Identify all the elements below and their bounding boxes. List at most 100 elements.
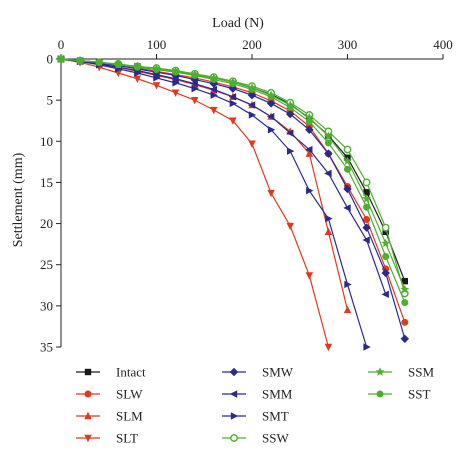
y-tick-label: 20 (40, 216, 53, 231)
data-point-smm (305, 145, 313, 154)
data-point-ssm (323, 131, 333, 141)
data-point-ssm (381, 238, 391, 248)
series-smt (57, 55, 371, 351)
data-point-smt (229, 99, 238, 108)
x-tick-label: 400 (433, 37, 453, 52)
series-line-smw (60, 58, 406, 339)
data-point-ssw (343, 145, 352, 154)
data-point-smw (362, 223, 371, 232)
y-tick-label: 25 (40, 257, 53, 272)
data-point-smw (343, 184, 352, 194)
data-point-slt (267, 189, 275, 198)
data-point-slt (324, 343, 333, 352)
legend-item-slm: SLM (76, 409, 143, 424)
data-point-smw (400, 334, 409, 343)
legend-swatch-marker (229, 367, 239, 377)
data-point-sst (382, 252, 390, 260)
data-point-sst (57, 55, 65, 63)
legend-swatch-marker (84, 368, 92, 376)
series-sst (57, 55, 409, 307)
data-point-slt (286, 222, 294, 231)
legend: Intact SLW SLM SLT SMW SMM SMT SSW SSM SST (76, 365, 434, 446)
data-point-smt (248, 111, 257, 119)
data-point-slt (152, 82, 161, 90)
legend-item-smt: SMT (222, 409, 289, 424)
data-point-sst (172, 68, 180, 76)
axes: 0 100 200 300 400 0 5 10 15 20 25 30 35 (40, 37, 453, 355)
data-point-smm (381, 290, 389, 299)
legend-label: SSM (408, 365, 434, 380)
legend-label: SLT (116, 431, 138, 446)
legend-label: SSW (262, 431, 289, 446)
data-point-sst (324, 139, 332, 147)
data-point-smt (363, 343, 371, 351)
legend-swatch-marker (230, 434, 238, 442)
y-tick-label: 30 (40, 298, 53, 313)
data-point-smm (228, 93, 237, 101)
data-point-sst (210, 76, 218, 84)
data-point-smt (153, 74, 161, 82)
data-point-slt (305, 272, 313, 280)
data-point-sst (305, 118, 313, 126)
data-point-slm (343, 305, 352, 314)
x-tick-label: 0 (58, 37, 65, 52)
data-point-intact (363, 189, 370, 196)
data-point-smt (306, 186, 314, 195)
legend-item-smw: SMW (222, 365, 294, 380)
legend-label: SMM (262, 387, 293, 402)
y-tick-label: 0 (47, 52, 54, 67)
data-point-smt (325, 214, 333, 223)
data-point-smw (247, 91, 257, 100)
data-point-sst (363, 203, 371, 211)
data-point-smt (287, 147, 295, 155)
data-point-sst (344, 165, 351, 173)
data-point-smt (172, 79, 180, 87)
y-tick-label: 15 (40, 175, 53, 190)
data-point-ssw (362, 178, 371, 187)
data-point-smm (190, 79, 198, 88)
legend-swatch-marker (229, 390, 238, 398)
legend-swatch-marker (84, 411, 92, 420)
data-point-smm (324, 169, 332, 178)
data-point-smm (362, 236, 370, 244)
data-point-slw (401, 318, 409, 326)
legend-swatch-marker (84, 434, 92, 443)
data-point-sst (114, 61, 122, 69)
legend-swatch-marker (376, 390, 384, 398)
legend-item-intact: Intact (76, 365, 146, 380)
legend-label: SMT (262, 409, 289, 424)
data-point-smt (210, 91, 218, 99)
data-point-smw (228, 84, 238, 93)
data-point-smt (191, 84, 199, 93)
series-line-slm (60, 58, 349, 311)
data-point-smm (286, 129, 294, 137)
y-tick-label: 10 (40, 134, 53, 149)
data-point-slw (363, 215, 371, 223)
data-point-slt (248, 140, 256, 148)
y-tick-label: 5 (47, 93, 54, 108)
data-point-intact (382, 228, 389, 235)
data-point-sst (153, 66, 160, 74)
data-point-slm (324, 227, 333, 235)
x-tick-label: 200 (242, 37, 262, 52)
legend-item-slw: SLW (76, 387, 143, 402)
data-point-intact (401, 277, 408, 285)
x-tick-label: 100 (147, 37, 167, 52)
data-point-slm (305, 149, 313, 157)
legend-label: Intact (116, 365, 146, 380)
legend-label: SLM (116, 409, 143, 424)
data-point-ssw (381, 223, 390, 232)
data-point-slt (133, 75, 142, 83)
legend-swatch-marker (230, 412, 239, 420)
data-point-slt (171, 89, 180, 97)
series-smm (56, 55, 389, 299)
data-point-smt (267, 126, 276, 134)
data-point-sst (248, 85, 256, 93)
y-tick-label: 35 (40, 340, 53, 355)
data-point-sst (286, 104, 294, 112)
data-point-sst (76, 57, 84, 65)
data-point-smw (381, 268, 390, 278)
data-point-slt (191, 96, 199, 105)
legend-item-sst: SST (368, 387, 430, 402)
